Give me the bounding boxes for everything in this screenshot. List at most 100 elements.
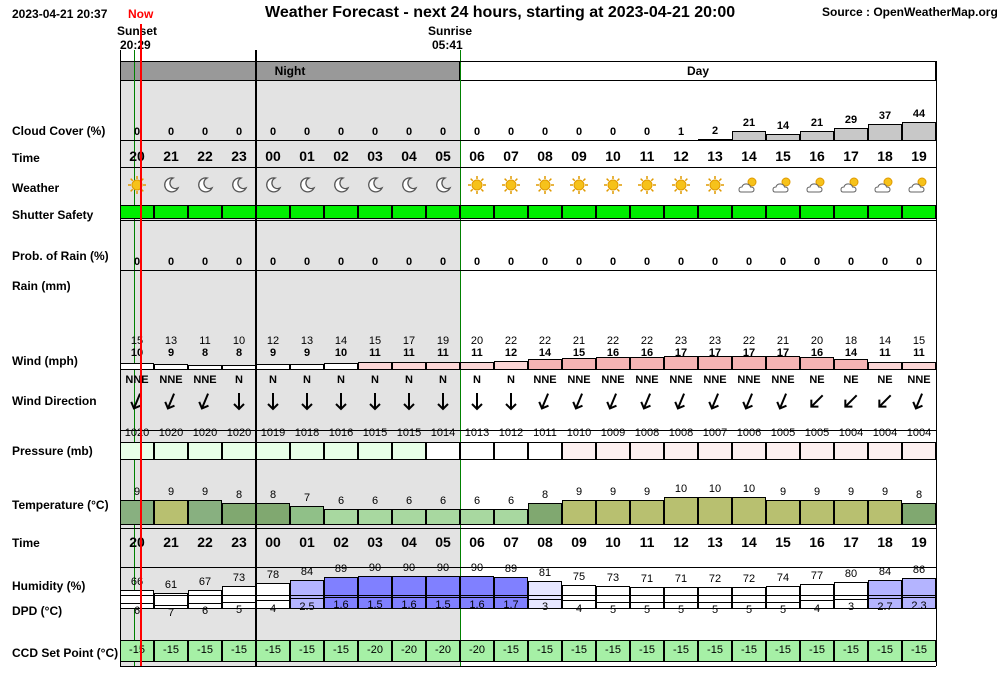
shutter-cell xyxy=(494,205,528,219)
temperature-value: 10 xyxy=(742,483,756,495)
wind-gust-value: 10 xyxy=(232,335,246,347)
wind-speed-value: 11 xyxy=(913,347,925,359)
wind-direction-value: NNE xyxy=(771,374,795,386)
cloud-bar xyxy=(902,122,936,140)
temperature-bar xyxy=(494,509,528,525)
ccd-cell xyxy=(868,640,902,662)
wind-gust-value: 17 xyxy=(402,335,416,347)
humidity-bar xyxy=(868,580,902,609)
hour-label-bottom: 19 xyxy=(911,534,927,550)
pressure-cell xyxy=(596,442,630,460)
wind-gust-value: 19 xyxy=(436,335,450,347)
wind-direction-value: NNE xyxy=(159,374,183,386)
shutter-cell xyxy=(698,205,732,219)
shutter-cell xyxy=(664,205,698,219)
cloud-value: 0 xyxy=(235,126,243,138)
wind-direction-value: NNE xyxy=(125,374,149,386)
dpd-value: 4 xyxy=(575,603,583,615)
temperature-value: 9 xyxy=(201,486,209,498)
sunrise-label: Sunrise xyxy=(428,24,473,38)
ccd-cell xyxy=(630,640,664,662)
hour-label-bottom: 12 xyxy=(673,534,689,550)
wind-gust-value: 22 xyxy=(640,335,654,347)
pressure-cell xyxy=(392,442,426,460)
ccd-cell xyxy=(834,640,868,662)
prob-rain-value: 0 xyxy=(779,256,787,268)
dpd-value: 6 xyxy=(201,605,209,617)
pressure-value: 1018 xyxy=(294,427,320,439)
wind-direction-value: NNE xyxy=(635,374,659,386)
sun-icon xyxy=(664,173,698,197)
wind-speed-value: 16 xyxy=(810,347,824,359)
hour-label-bottom: 14 xyxy=(741,534,757,550)
wind-gust-value: 20 xyxy=(470,335,484,347)
hour-label: 02 xyxy=(333,148,349,164)
wind-arrow-icon xyxy=(562,390,596,412)
cloud-value: 0 xyxy=(337,126,345,138)
ccd-cell xyxy=(732,640,766,662)
pressure-value: 1020 xyxy=(158,427,184,439)
label-time: Time xyxy=(12,151,40,165)
humidity-value: 74 xyxy=(776,572,790,584)
humidity-bar xyxy=(324,577,358,609)
dpd-bar xyxy=(630,595,664,603)
cloud-value: 0 xyxy=(167,126,175,138)
wind-speed-value: 11 xyxy=(471,347,483,359)
wind-gust-value: 22 xyxy=(742,335,756,347)
prob-rain-value: 0 xyxy=(337,256,345,268)
sun-icon xyxy=(562,173,596,197)
ccd-value: -15 xyxy=(877,644,893,656)
pressure-cell xyxy=(664,442,698,460)
dpd-bar xyxy=(868,595,902,599)
wind-speed-value: 11 xyxy=(437,347,449,359)
dpd-value: 3 xyxy=(541,601,549,613)
label-pressure: Pressure (mb) xyxy=(12,444,93,458)
temperature-bar xyxy=(766,500,800,525)
temperature-value: 10 xyxy=(708,483,722,495)
ccd-value: -20 xyxy=(401,644,417,656)
wind-direction-value: N xyxy=(473,374,481,386)
temperature-value: 8 xyxy=(269,489,277,501)
humidity-value: 66 xyxy=(130,576,144,588)
temperature-bar xyxy=(902,503,936,525)
ccd-value: -15 xyxy=(911,644,927,656)
cloud-value: 29 xyxy=(844,114,858,126)
wind-arrow-icon xyxy=(868,390,902,412)
humidity-bar xyxy=(902,578,936,609)
hour-label-bottom: 16 xyxy=(809,534,825,550)
wind-arrow-icon xyxy=(800,390,834,412)
temperature-value: 9 xyxy=(609,486,617,498)
hour-label-bottom: 09 xyxy=(571,534,587,550)
temperature-value: 8 xyxy=(541,489,549,501)
pressure-value: 1020 xyxy=(124,427,150,439)
shutter-cell xyxy=(732,205,766,219)
wind-speed-value: 11 xyxy=(369,347,381,359)
cloud-bar xyxy=(732,131,766,140)
wind-direction-value: N xyxy=(235,374,243,386)
dpd-bar xyxy=(766,595,800,603)
pressure-cell xyxy=(290,442,324,460)
shutter-cell xyxy=(766,205,800,219)
ccd-value: -15 xyxy=(741,644,757,656)
hour-label-bottom: 11 xyxy=(639,534,655,550)
wind-arrow-icon xyxy=(698,390,732,412)
dpd-value: 5 xyxy=(745,604,753,616)
cloud-bar xyxy=(698,139,732,140)
hour-label: 07 xyxy=(503,148,519,164)
ccd-cell xyxy=(460,640,494,662)
dpd-value: 1.5 xyxy=(367,599,383,611)
shutter-cell xyxy=(120,205,154,219)
pressure-value: 1014 xyxy=(430,427,456,439)
wind-speed-value: 16 xyxy=(606,347,620,359)
humidity-value: 61 xyxy=(164,579,178,591)
label-prob-rain: Prob. of Rain (%) xyxy=(12,249,109,263)
ccd-value: -15 xyxy=(333,644,349,656)
wind-bar xyxy=(834,359,868,370)
humidity-bar xyxy=(460,576,494,609)
prob-rain-value: 0 xyxy=(677,256,685,268)
wind-bar xyxy=(324,363,358,370)
wind-arrow-icon xyxy=(732,390,766,412)
pressure-value: 1012 xyxy=(498,427,524,439)
hour-label: 13 xyxy=(707,148,723,164)
